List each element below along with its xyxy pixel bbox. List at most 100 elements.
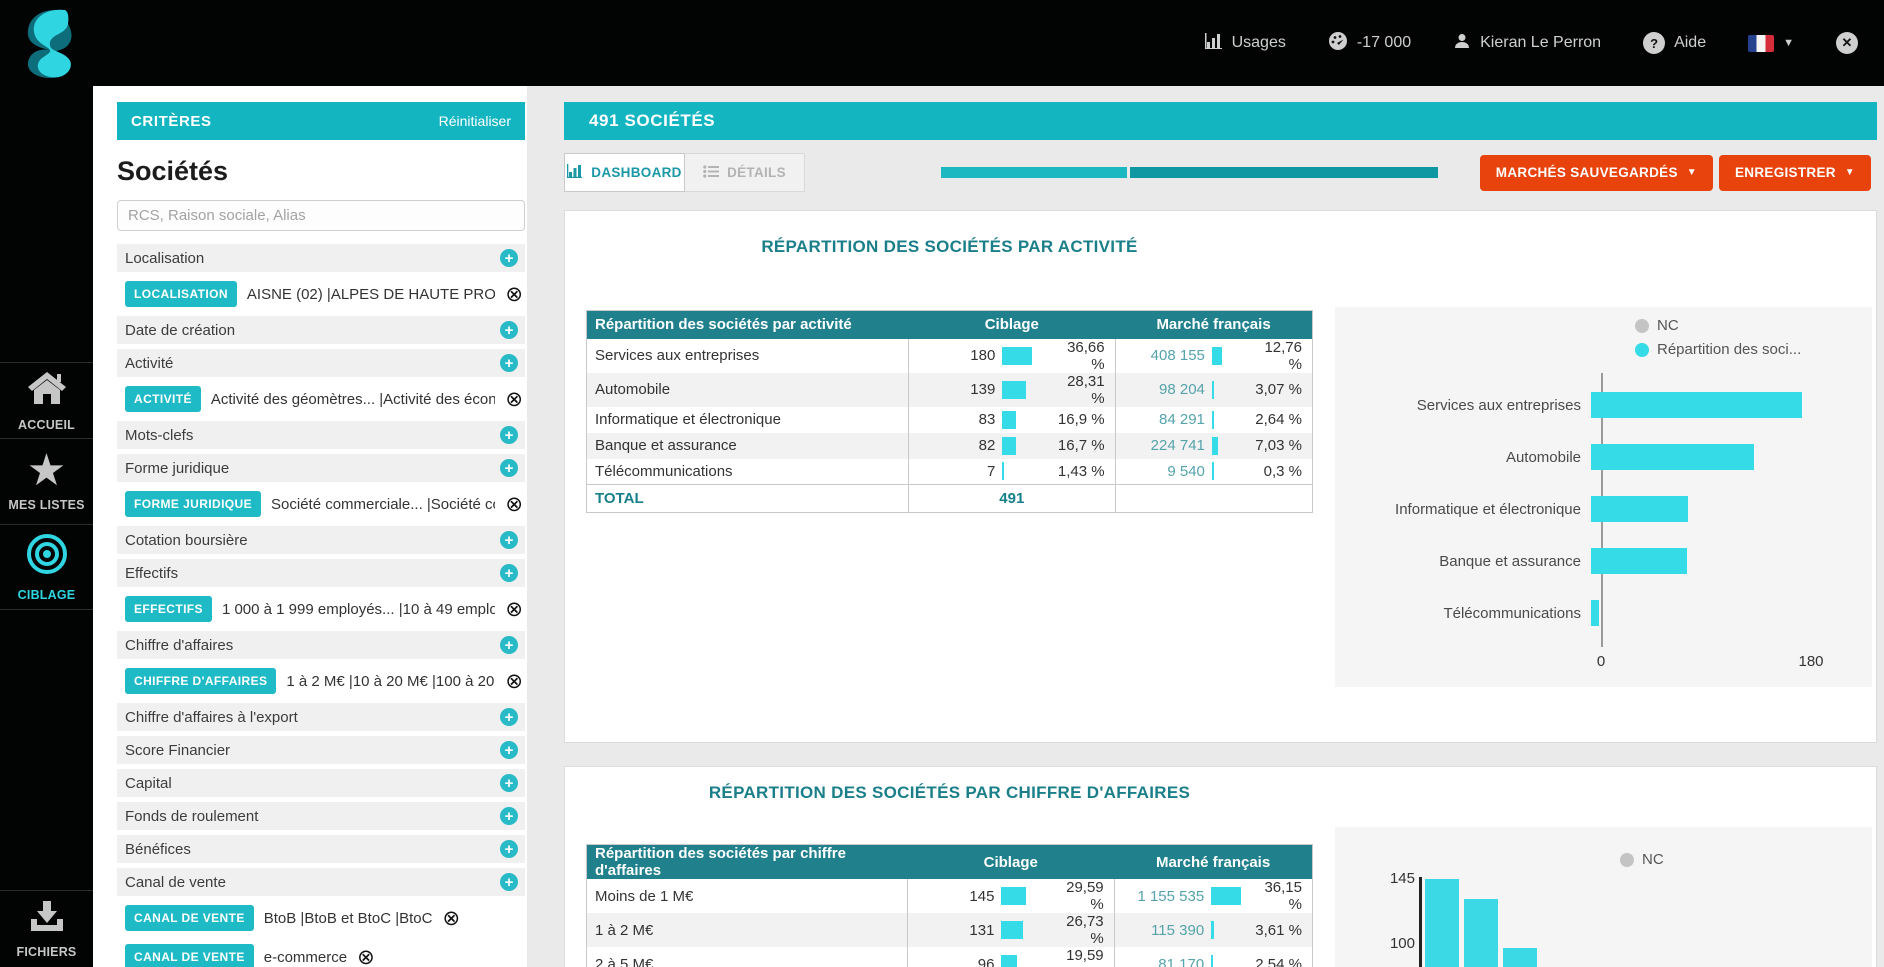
table-row: Télécommunications 7 1,43 % 9 540 0,3 %: [586, 458, 1313, 485]
filter-chip-value: e-commerce: [263, 948, 348, 966]
add-filter-icon[interactable]: +: [500, 321, 518, 339]
filter-category-row[interactable]: Score Financier +: [117, 736, 525, 764]
add-filter-icon[interactable]: +: [500, 531, 518, 549]
top-bar: Usages -17 000 Kieran Le Perron ? Aide: [0, 0, 1884, 86]
home-icon: [26, 370, 68, 411]
row-name: Automobile: [586, 372, 909, 407]
add-filter-icon[interactable]: +: [500, 774, 518, 792]
save-button[interactable]: ENREGISTRER ▼: [1718, 154, 1871, 191]
sidebar-item-label: FICHIERS: [16, 945, 77, 959]
legend-item-series[interactable]: Répartition des soci...: [1635, 341, 1801, 358]
add-filter-icon[interactable]: +: [500, 840, 518, 858]
filter-category-row[interactable]: Cotation boursière +: [117, 526, 525, 554]
credits-menu-item[interactable]: -17 000: [1328, 31, 1411, 56]
remove-filter-icon[interactable]: ⊗: [505, 282, 523, 306]
table-row: Informatique et électronique 83 16,9 % 8…: [586, 406, 1313, 433]
chart-plot: Services aux entreprises Automobile Info…: [1335, 379, 1872, 639]
tab-details[interactable]: DÉTAILS: [685, 153, 805, 192]
filter-chip-badge: CANAL DE VENTE: [125, 905, 254, 931]
filter-category-label: Localisation: [125, 249, 205, 267]
remove-filter-icon[interactable]: ⊗: [505, 387, 523, 411]
filter-category-row[interactable]: Forme juridique +: [117, 454, 525, 482]
remove-filter-icon[interactable]: ⊗: [505, 669, 523, 693]
filter-category-row[interactable]: Mots-clefs +: [117, 421, 525, 449]
col-ciblage: Ciblage: [907, 844, 1115, 879]
filter-chip-row: CHIFFRE D'AFFAIRES 1 à 2 M€ |10 à 20 M€ …: [117, 664, 525, 698]
marche-percent: 3,61 %: [1255, 921, 1302, 939]
revenue-table-wrap: Répartition des sociétés par chiffre d'a…: [586, 844, 1313, 967]
filter-category-label: Chiffre d'affaires: [125, 636, 234, 654]
language-selector[interactable]: ▼: [1748, 34, 1794, 52]
ciblage-minibar: [1001, 887, 1026, 905]
close-panel-button[interactable]: ✕: [1836, 32, 1858, 54]
filter-category-row[interactable]: Chiffre d'affaires +: [117, 631, 525, 659]
sidebar-item-ciblage[interactable]: CIBLAGE: [0, 524, 93, 610]
marche-count: 1 155 535: [1137, 887, 1205, 905]
filter-category-row[interactable]: Canal de vente +: [117, 868, 525, 896]
filter-chip-value: 1 à 2 M€ |10 à 20 M€ |100 à 200 M€: [286, 672, 495, 690]
marche-count: 81 170: [1158, 955, 1205, 967]
tab-dashboard[interactable]: DASHBOARD: [564, 153, 685, 192]
help-menu-item[interactable]: ? Aide: [1643, 32, 1706, 54]
filter-chip-value: Société commerciale... |Société comm: [271, 495, 495, 513]
filter-category-row[interactable]: Fonds de roulement +: [117, 802, 525, 830]
sidebar-item-fichiers[interactable]: FICHIERS: [0, 890, 93, 967]
remove-filter-icon[interactable]: ⊗: [357, 945, 375, 967]
chart-bar: [1591, 600, 1600, 626]
add-filter-icon[interactable]: +: [500, 354, 518, 372]
add-filter-icon[interactable]: +: [500, 564, 518, 582]
add-filter-icon[interactable]: +: [500, 741, 518, 759]
chart-category-label: Services aux entreprises: [1416, 396, 1581, 414]
filter-category-row[interactable]: Chiffre d'affaires à l'export +: [117, 703, 525, 731]
add-filter-icon[interactable]: +: [500, 708, 518, 726]
reset-filters-link[interactable]: Réinitialiser: [438, 113, 511, 129]
company-search-input[interactable]: [117, 200, 525, 231]
activity-table-wrap: Répartition des sociétés par activité Ci…: [586, 310, 1313, 513]
marche-count: 98 204: [1159, 381, 1205, 398]
revenue-section: RÉPARTITION DES SOCIÉTÉS PAR CHIFFRE D'A…: [564, 766, 1877, 967]
filter-category-label: Activité: [125, 354, 174, 372]
saved-markets-button[interactable]: MARCHÉS SAUVEGARDÉS ▼: [1479, 154, 1713, 191]
add-filter-icon[interactable]: +: [500, 873, 518, 891]
table-row: Banque et assurance 82 16,7 % 224 741 7,…: [586, 432, 1313, 459]
filter-chip-badge: FORME JURIDIQUE: [125, 491, 262, 517]
star-icon: ★: [26, 446, 67, 495]
usages-menu-item[interactable]: Usages: [1204, 32, 1286, 54]
sidebar-item-accueil[interactable]: ACCUEIL: [0, 362, 93, 438]
results-area: 491 SOCIÉTÉS DASHBOARD DÉTAILS MAR: [527, 86, 1884, 967]
table-header-row: Répartition des sociétés par activité Ci…: [586, 310, 1313, 339]
add-filter-icon[interactable]: +: [500, 636, 518, 654]
marche-count: 9 540: [1167, 462, 1205, 480]
total-value: 491: [908, 484, 1116, 513]
add-filter-icon[interactable]: +: [500, 249, 518, 267]
marche-count: 115 390: [1151, 921, 1205, 939]
add-filter-icon[interactable]: +: [500, 807, 518, 825]
legend-item-nc[interactable]: NC: [1620, 851, 1664, 868]
sidebar-item-mes-listes[interactable]: ★ MES LISTES: [0, 438, 93, 524]
marche-minibar: [1211, 955, 1214, 967]
brand-logo-icon[interactable]: [10, 4, 86, 82]
chart-bar: [1591, 392, 1802, 418]
legend-item-nc[interactable]: NC: [1635, 317, 1801, 334]
remove-filter-icon[interactable]: ⊗: [505, 597, 523, 621]
add-filter-icon[interactable]: +: [500, 459, 518, 477]
remove-filter-icon[interactable]: ⊗: [505, 492, 523, 516]
col-marche: Marché français: [1114, 844, 1313, 879]
user-menu-item[interactable]: Kieran Le Perron: [1453, 32, 1601, 55]
criteria-title: CRITÈRES: [131, 112, 212, 130]
filter-category-row[interactable]: Bénéfices +: [117, 835, 525, 863]
filter-category-row[interactable]: Capital +: [117, 769, 525, 797]
close-icon: ✕: [1836, 32, 1858, 54]
filter-category-row[interactable]: Date de création +: [117, 316, 525, 344]
filter-category-row[interactable]: Effectifs +: [117, 559, 525, 587]
marche-percent: 7,03 %: [1255, 437, 1302, 454]
legend-dot-icon: [1635, 318, 1649, 333]
target-icon: [25, 532, 69, 581]
remove-filter-icon[interactable]: ⊗: [442, 906, 461, 930]
filter-category-row[interactable]: Localisation +: [117, 244, 525, 272]
add-filter-icon[interactable]: +: [500, 426, 518, 444]
french-flag-icon: [1748, 34, 1775, 52]
marche-minibar: [1211, 921, 1215, 939]
filter-category-row[interactable]: Activité +: [117, 349, 525, 377]
filter-chip-badge: CANAL DE VENTE: [125, 944, 254, 967]
